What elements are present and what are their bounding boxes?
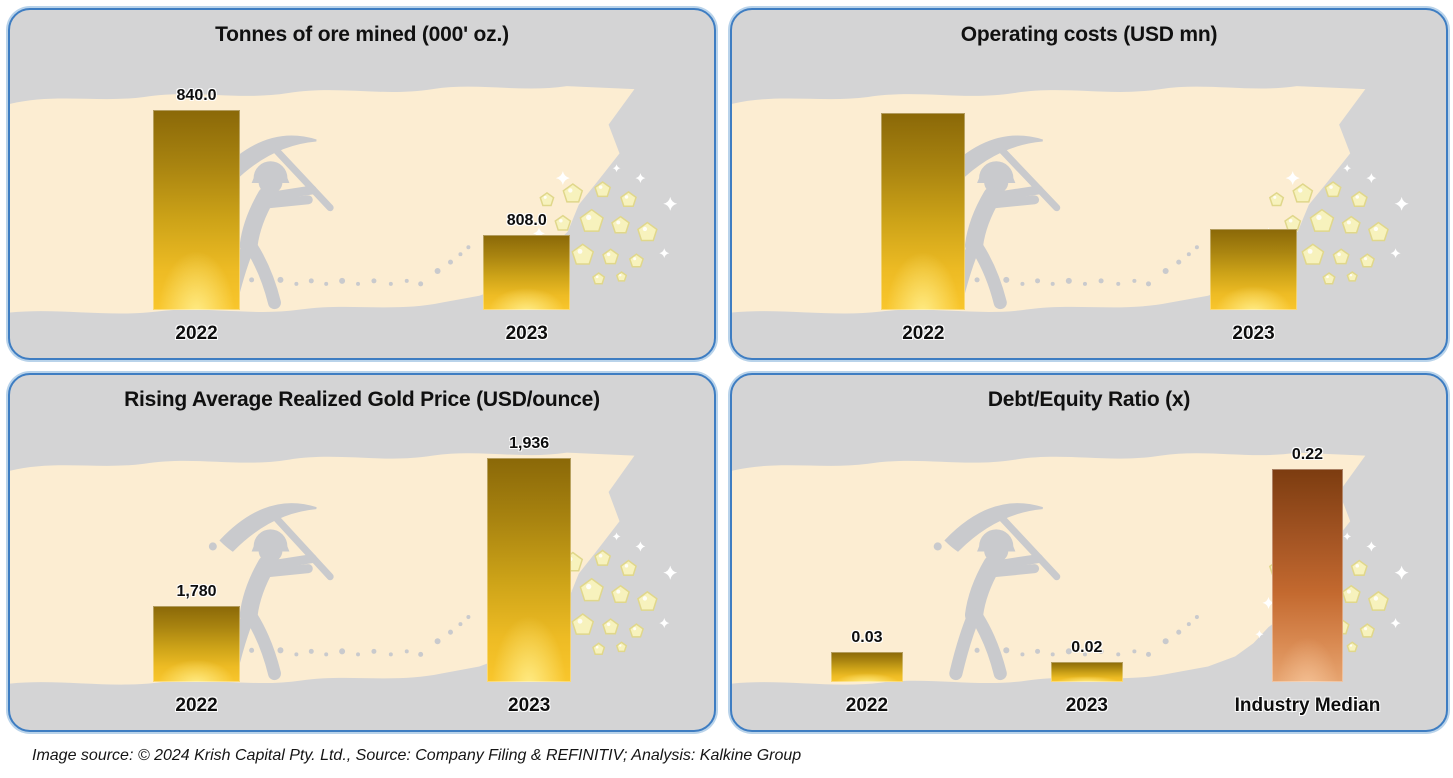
panel-title: Operating costs (USD mn) bbox=[960, 23, 1218, 46]
mining-scene-art bbox=[10, 86, 678, 314]
bar-value-label: 0.22 bbox=[1291, 446, 1324, 463]
source-attribution: Image source: © 2024 Krish Capital Pty. … bbox=[32, 747, 802, 764]
bar-category-label: 2022 bbox=[845, 695, 889, 716]
bar-2022 bbox=[881, 113, 966, 310]
mining-scene-art bbox=[10, 452, 678, 685]
chart-panel-4: Debt/Equity Ratio (x) 0.03 2022 0.02 2023 0.… bbox=[730, 373, 1448, 732]
miner-pickaxe-icon bbox=[933, 503, 1061, 681]
gold-nuggets-icon bbox=[1268, 181, 1389, 285]
mining-scene-art bbox=[732, 86, 1409, 314]
bar-value-label: 1,936 bbox=[509, 435, 550, 452]
panel-title: Debt/Equity Ratio (x) bbox=[987, 388, 1191, 411]
bar-2022 bbox=[152, 606, 241, 682]
bar-category-label: 2022 bbox=[175, 323, 218, 344]
bar-value-label: 0.03 bbox=[851, 629, 883, 646]
bar-category-label: 2022 bbox=[175, 695, 218, 716]
panel-title: Rising Average Realized Gold Price (USD/… bbox=[124, 388, 600, 411]
pebbles bbox=[249, 245, 471, 287]
bar-category-label: 2023 bbox=[508, 695, 551, 716]
bar-2023 bbox=[483, 235, 571, 310]
bar-category-label: 2023 bbox=[505, 323, 548, 344]
chart-panel-3: Rising Average Realized Gold Price (USD/… bbox=[8, 373, 716, 732]
bar-category-label: 2022 bbox=[902, 323, 945, 344]
bar-value-label: 808.0 bbox=[506, 212, 547, 229]
bar-2022 bbox=[831, 652, 903, 682]
chart-panel-2: Operating costs (USD mn) 2022 2023 bbox=[730, 8, 1448, 360]
bar-category-label: 2023 bbox=[1232, 323, 1275, 344]
bar-category-label: 2023 bbox=[1065, 695, 1108, 716]
pebbles bbox=[974, 245, 1199, 287]
mining-scene-art bbox=[732, 452, 1409, 685]
chart-grid: Tonnes of ore mined (000' oz.) 840.0 2022… bbox=[8, 8, 1448, 732]
bar-category-label: Industry Median bbox=[1234, 695, 1381, 716]
bar-value-label: 0.02 bbox=[1071, 639, 1103, 656]
pebbles bbox=[974, 615, 1199, 657]
bar-value-label: 1,780 bbox=[176, 583, 217, 600]
miner-pickaxe-icon bbox=[933, 135, 1061, 310]
bar-2022 bbox=[152, 110, 241, 310]
bar-2023 bbox=[1051, 662, 1123, 682]
bar-2023 bbox=[1210, 229, 1297, 310]
pebbles bbox=[249, 615, 471, 657]
bar-value-label: 840.0 bbox=[176, 87, 217, 104]
bar-industry-median bbox=[1271, 469, 1344, 682]
chart-panel-1: Tonnes of ore mined (000' oz.) 840.0 2022… bbox=[8, 8, 716, 360]
bar-2023 bbox=[487, 458, 572, 682]
panel-title: Tonnes of ore mined (000' oz.) bbox=[215, 23, 509, 46]
